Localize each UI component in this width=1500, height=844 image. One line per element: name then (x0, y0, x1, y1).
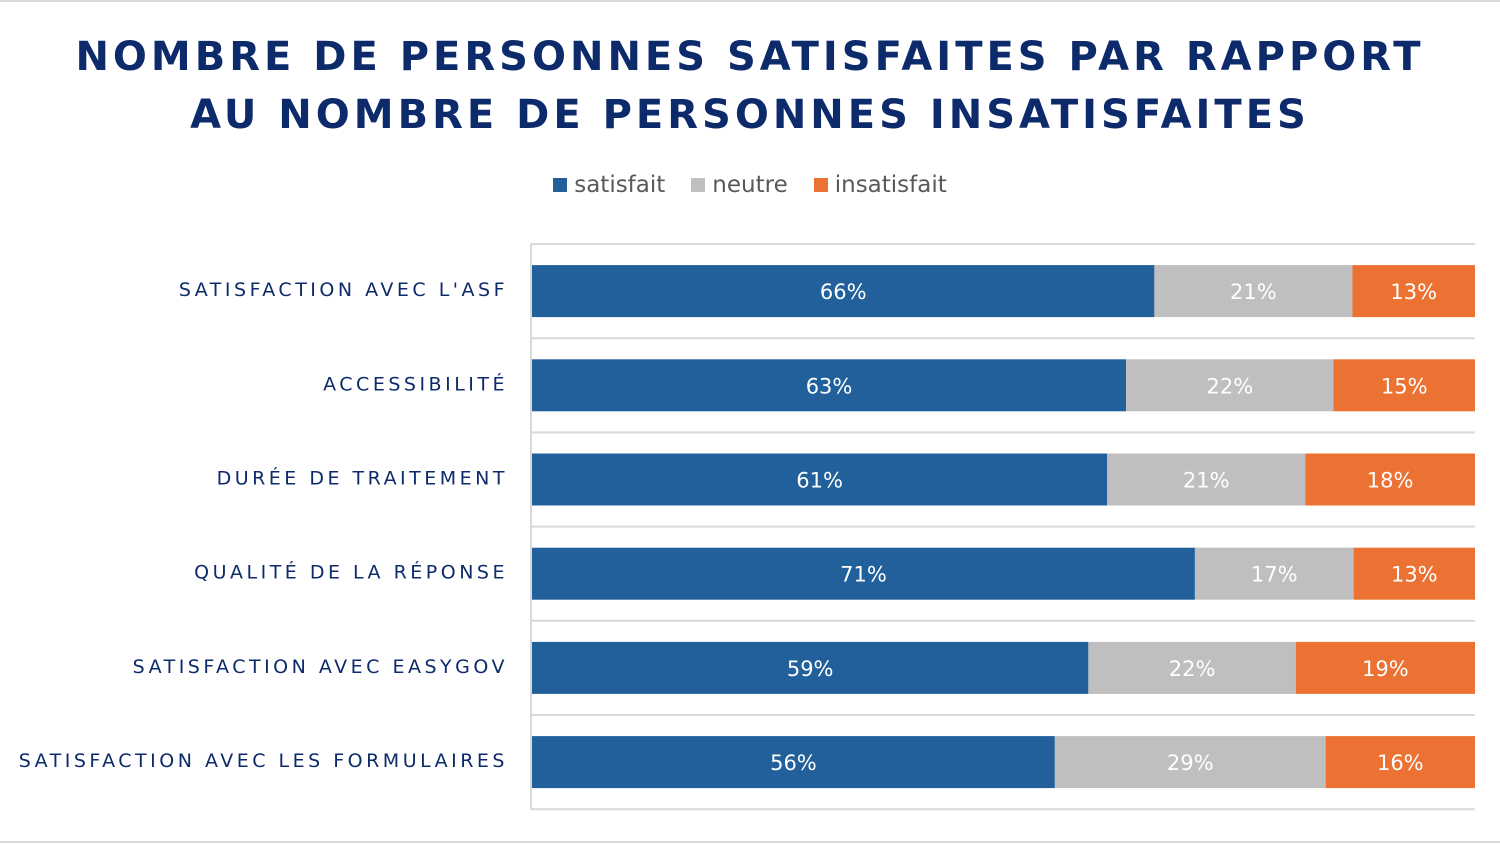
category-label: DURÉE DE TRAITEMENT (217, 467, 508, 490)
bar-satisfait (532, 265, 1155, 318)
top-border (0, 0, 1500, 2)
legend-label: insatisfait (834, 172, 947, 198)
chart-title-line-2: AU NOMBRE DE PERSONNES INSATISFAITES (190, 92, 1310, 138)
bar-insatisfait (1325, 736, 1475, 789)
data-label: 13% (1390, 280, 1437, 304)
data-label: 61% (796, 469, 843, 493)
legend-item-insatisfait: insatisfait (813, 172, 947, 198)
data-label: 66% (820, 280, 867, 304)
chart-title: NOMBRE DE PERSONNES SATISFAITES PAR RAPP… (0, 28, 1500, 144)
bar-neutre (1154, 265, 1353, 318)
data-label: 15% (1381, 374, 1428, 398)
data-label: 21% (1183, 469, 1230, 493)
category-label: SATISFACTION AVEC LES FORMULAIRES (19, 750, 508, 772)
bottom-border (0, 841, 1500, 843)
legend-label: neutre (712, 172, 788, 198)
data-label: 16% (1377, 751, 1424, 775)
legend-swatch (691, 178, 706, 192)
bar-neutre (1088, 641, 1296, 694)
bar-insatisfait (1305, 453, 1475, 506)
bar-insatisfait (1353, 547, 1475, 600)
bar-insatisfait (1295, 641, 1475, 694)
data-label: 22% (1206, 374, 1253, 398)
category-label: QUALITÉ DE LA RÉPONSE (194, 561, 508, 584)
category-label: SATISFACTION AVEC L'ASF (179, 279, 508, 301)
data-label: 22% (1169, 657, 1216, 681)
legend-item-neutre: neutre (691, 172, 788, 198)
bar-neutre (1107, 453, 1306, 506)
data-label: 29% (1167, 751, 1214, 775)
bar-satisfait (532, 641, 1089, 694)
bar-neutre (1054, 736, 1326, 789)
bar-neutre (1126, 359, 1334, 412)
data-label: 56% (770, 751, 817, 775)
legend-swatch (553, 178, 568, 192)
bar-neutre (1194, 547, 1354, 600)
category-label: ACCESSIBILITÉ (323, 372, 508, 395)
data-label: 71% (840, 563, 887, 587)
bar-insatisfait (1352, 265, 1475, 318)
data-label: 21% (1230, 280, 1277, 304)
legend-label: satisfait (574, 172, 666, 198)
category-label: SATISFACTION AVEC EASYGOV (133, 656, 508, 678)
bar-satisfait (532, 547, 1195, 600)
data-label: 18% (1367, 469, 1414, 493)
bar-satisfait (532, 359, 1127, 412)
legend-swatch (813, 178, 828, 192)
bar-insatisfait (1333, 359, 1475, 412)
data-label: 63% (806, 374, 853, 398)
chart-title-line-1: NOMBRE DE PERSONNES SATISFAITES PAR RAPP… (75, 34, 1425, 80)
legend: satisfait neutre insatisfait (0, 172, 1500, 198)
bar-satisfait (532, 453, 1108, 506)
legend-item-satisfait: satisfait (553, 172, 665, 198)
data-label: 13% (1391, 563, 1438, 587)
data-label: 19% (1362, 657, 1409, 681)
data-label: 17% (1251, 563, 1298, 587)
bar-satisfait (532, 736, 1055, 789)
data-label: 59% (787, 657, 834, 681)
